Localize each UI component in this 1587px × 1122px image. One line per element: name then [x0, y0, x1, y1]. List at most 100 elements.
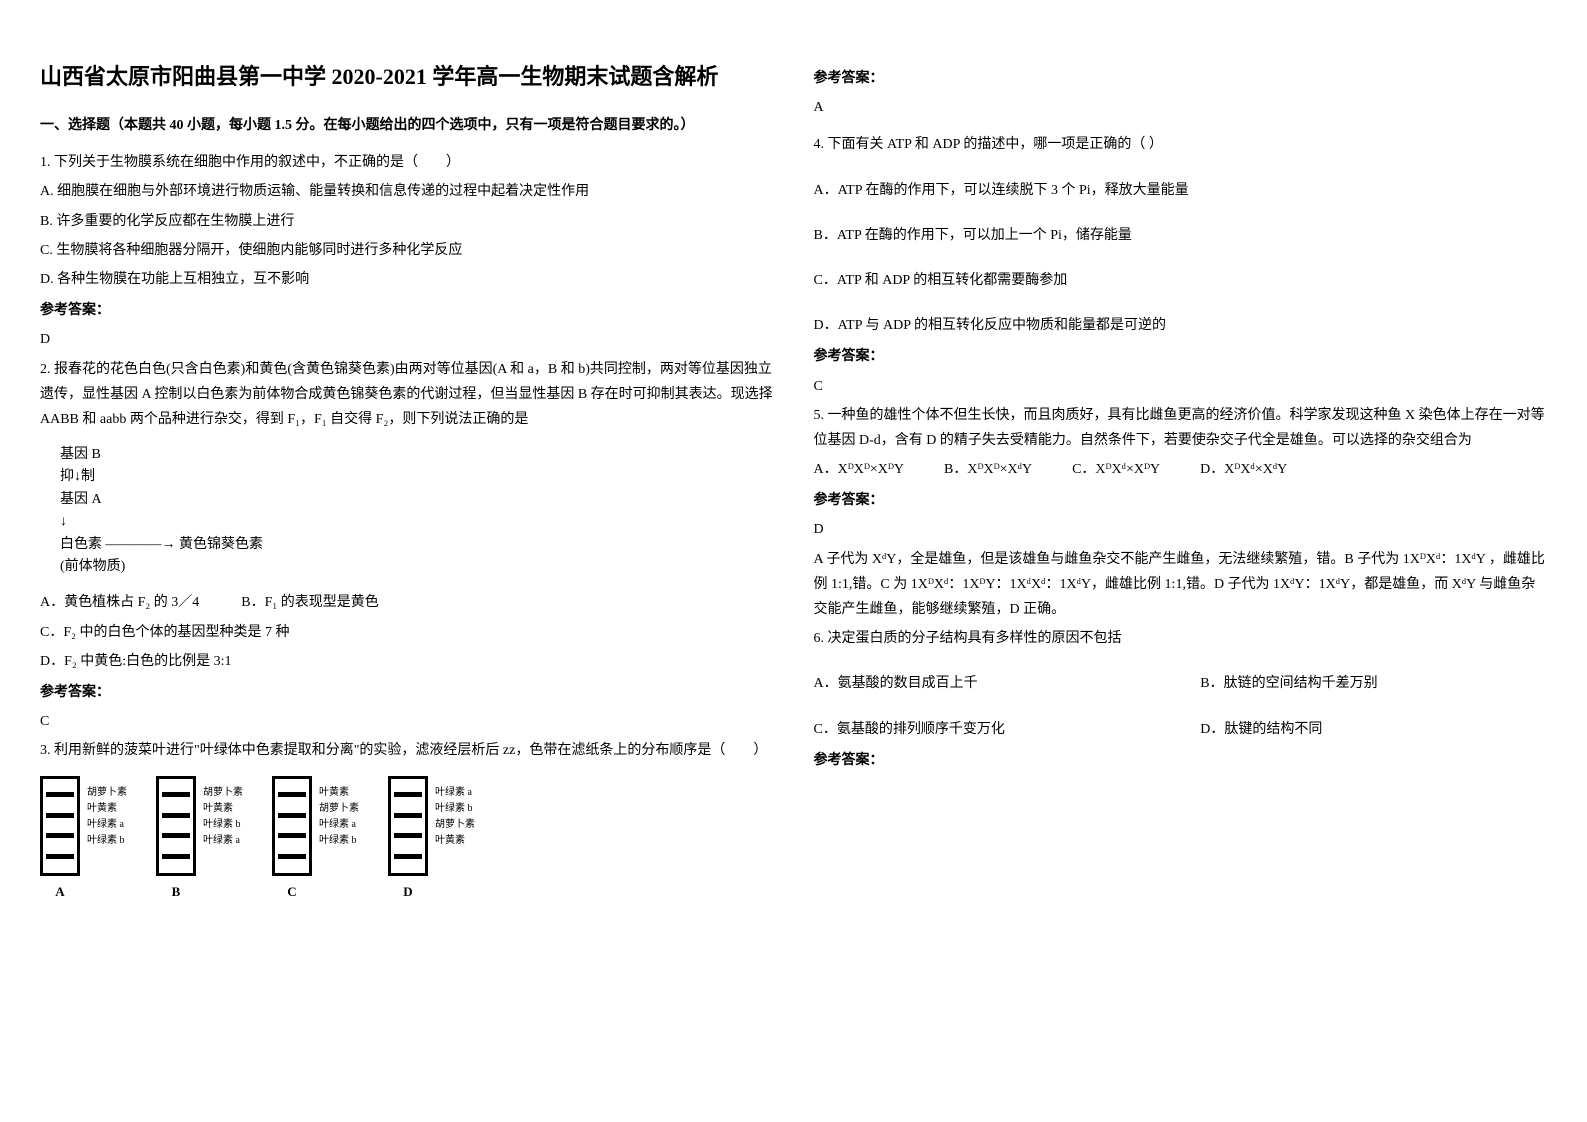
- chroma-labels-a: 胡萝卜素 叶黄素 叶绿素 a 叶绿素 b: [87, 785, 127, 849]
- diagram-line-5: 白色素 ————→ 黄色锦葵色素: [60, 534, 774, 556]
- q5-explanation: A 子代为 XᵈY，全是雄鱼，但是该雄鱼与雌鱼杂交不能产生雌鱼，无法继续繁殖，错…: [814, 547, 1548, 623]
- q4-answer-label: 参考答案：: [814, 344, 1548, 369]
- chroma-band: [46, 792, 74, 797]
- chroma-band: [278, 792, 306, 797]
- q1-option-d: D. 各种生物膜在功能上互相独立，互不影响: [40, 267, 774, 292]
- q1-answer: D: [40, 327, 774, 352]
- chroma-letter-d: D: [403, 880, 412, 903]
- q2-answer-label: 参考答案：: [40, 680, 774, 705]
- q6-answer-label: 参考答案：: [814, 748, 1548, 773]
- label: 叶绿素 a: [203, 833, 243, 849]
- page-container: 山西省太原市阳曲县第一中学 2020-2021 学年高一生物期末试题含解析 一、…: [40, 60, 1547, 915]
- q3-answer: A: [814, 95, 1548, 120]
- label: 胡萝卜素: [319, 801, 359, 817]
- label: 叶绿素 a: [319, 817, 359, 833]
- q5-option-c: C．XᴰXᵈ×XᴰY: [1072, 457, 1160, 482]
- q5-option-a: A．XᴰXᴰ×XᴰY: [814, 457, 905, 482]
- chroma-strip-a: 胡萝卜素 叶黄素 叶绿素 a 叶绿素 b: [40, 776, 80, 876]
- q2-answer: C: [40, 709, 774, 734]
- q5-stem: 5. 一种鱼的雄性个体不但生长快，而且肉质好，具有比雌鱼更高的经济价值。科学家发…: [814, 403, 1548, 453]
- chroma-labels-c: 叶黄素 胡萝卜素 叶绿素 a 叶绿素 b: [319, 785, 359, 849]
- label: 胡萝卜素: [87, 785, 127, 801]
- q1-option-b: B. 许多重要的化学反应都在生物膜上进行: [40, 209, 774, 234]
- diagram-right: 黄色锦葵色素: [179, 537, 263, 552]
- label: 叶黄素: [319, 785, 359, 801]
- label: 叶绿素 b: [319, 833, 359, 849]
- diagram-line-6: (前体物质): [60, 556, 774, 578]
- chroma-item-a: 胡萝卜素 叶黄素 叶绿素 a 叶绿素 b A: [40, 776, 80, 903]
- section-heading: 一、选择题（本题共 40 小题，每小题 1.5 分。在每小题给出的四个选项中，只…: [40, 113, 774, 138]
- chroma-labels-b: 胡萝卜素 叶黄素 叶绿素 b 叶绿素 a: [203, 785, 243, 849]
- label: 胡萝卜素: [203, 785, 243, 801]
- chroma-letter-c: C: [287, 880, 296, 903]
- diagram-line-1: 基因 B: [60, 444, 774, 466]
- chroma-band: [162, 813, 190, 818]
- q4-option-d: D．ATP 与 ADP 的相互转化反应中物质和能量都是可逆的: [814, 313, 1548, 338]
- q2-option-c: C．F₂ 中的白色个体的基因型种类是 7 种: [40, 620, 774, 645]
- q2-diagram: 基因 B 抑↓制 基因 A ↓ 白色素 ————→ 黄色锦葵色素 (前体物质): [60, 444, 774, 578]
- q6-option-c: C．氨基酸的排列顺序千变万化: [814, 717, 1161, 742]
- chroma-band: [278, 854, 306, 859]
- q4-answer: C: [814, 374, 1548, 399]
- label: 叶黄素: [435, 833, 475, 849]
- chroma-letter-b: B: [172, 880, 181, 903]
- label: 叶绿素 b: [203, 817, 243, 833]
- q5-answer-label: 参考答案：: [814, 488, 1548, 513]
- chroma-band: [162, 854, 190, 859]
- chroma-band: [394, 792, 422, 797]
- label: 叶黄素: [87, 801, 127, 817]
- chroma-band: [278, 813, 306, 818]
- label: 叶绿素 a: [435, 785, 475, 801]
- q2-option-d: D．F₂ 中黄色:白色的比例是 3:1: [40, 649, 774, 674]
- question-6: 6. 决定蛋白质的分子结构具有多样性的原因不包括 A．氨基酸的数目成百上千 B．…: [814, 626, 1548, 773]
- q5-option-d: D．XᴰXᵈ×XᵈY: [1200, 457, 1287, 482]
- q4-stem: 4. 下面有关 ATP 和 ADP 的描述中，哪一项是正确的（ ）: [814, 132, 1548, 157]
- exam-title: 山西省太原市阳曲县第一中学 2020-2021 学年高一生物期末试题含解析: [40, 60, 774, 93]
- chroma-labels-d: 叶绿素 a 叶绿素 b 胡萝卜素 叶黄素: [435, 785, 475, 849]
- question-4: 4. 下面有关 ATP 和 ADP 的描述中，哪一项是正确的（ ） A．ATP …: [814, 132, 1548, 398]
- diagram-left: 白色素: [60, 537, 102, 552]
- q6-stem: 6. 决定蛋白质的分子结构具有多样性的原因不包括: [814, 626, 1548, 651]
- chroma-item-b: 胡萝卜素 叶黄素 叶绿素 b 叶绿素 a B: [156, 776, 196, 903]
- label: 叶绿素 b: [435, 801, 475, 817]
- question-3: 3. 利用新鲜的菠菜叶进行"叶绿体中色素提取和分离"的实验，滤液经层析后 zz，…: [40, 738, 774, 903]
- q3-chromatography-diagram: 胡萝卜素 叶黄素 叶绿素 a 叶绿素 b A: [40, 776, 774, 903]
- chroma-band: [278, 833, 306, 838]
- right-column: 参考答案： A 4. 下面有关 ATP 和 ADP 的描述中，哪一项是正确的（ …: [814, 60, 1548, 915]
- q3-stem: 3. 利用新鲜的菠菜叶进行"叶绿体中色素提取和分离"的实验，滤液经层析后 zz，…: [40, 738, 774, 763]
- q4-option-a: A．ATP 在酶的作用下，可以连续脱下 3 个 Pi，释放大量能量: [814, 178, 1548, 203]
- q4-option-b: B．ATP 在酶的作用下，可以加上一个 Pi，储存能量: [814, 223, 1548, 248]
- chroma-letter-a: A: [55, 880, 64, 903]
- diagram-line-2: 抑↓制: [60, 466, 774, 488]
- q2-stem: 2. 报春花的花色白色(只含白色素)和黄色(含黄色锦葵色素)由两对等位基因(A …: [40, 357, 774, 433]
- chroma-band: [162, 833, 190, 838]
- left-column: 山西省太原市阳曲县第一中学 2020-2021 学年高一生物期末试题含解析 一、…: [40, 60, 774, 915]
- question-1: 1. 下列关于生物膜系统在细胞中作用的叙述中，不正确的是（ ） A. 细胞膜在细…: [40, 150, 774, 352]
- q5-options-row: A．XᴰXᴰ×XᴰY B．XᴰXᴰ×XᵈY C．XᴰXᵈ×XᴰY D．XᴰXᵈ×…: [814, 457, 1548, 482]
- q1-option-c: C. 生物膜将各种细胞器分隔开，使细胞内能够同时进行多种化学反应: [40, 238, 774, 263]
- q6-option-d: D．肽键的结构不同: [1200, 717, 1547, 742]
- chroma-strip-c: 叶黄素 胡萝卜素 叶绿素 a 叶绿素 b: [272, 776, 312, 876]
- q3-answer-label: 参考答案：: [814, 66, 1548, 91]
- label: 胡萝卜素: [435, 817, 475, 833]
- question-5: 5. 一种鱼的雄性个体不但生长快，而且肉质好，具有比雌鱼更高的经济价值。科学家发…: [814, 403, 1548, 623]
- diagram-line-3: 基因 A: [60, 489, 774, 511]
- chroma-item-c: 叶黄素 胡萝卜素 叶绿素 a 叶绿素 b C: [272, 776, 312, 903]
- q5-option-b: B．XᴰXᴰ×XᵈY: [944, 457, 1032, 482]
- chroma-band: [46, 813, 74, 818]
- diagram-arrow: ————→: [106, 537, 176, 552]
- chroma-item-d: 叶绿素 a 叶绿素 b 胡萝卜素 叶黄素 D: [388, 776, 428, 903]
- q2-option-ab: A．黄色植株占 F₂ 的 3／4 B．F₁ 的表现型是黄色: [40, 590, 774, 615]
- q5-answer: D: [814, 517, 1548, 542]
- label: 叶黄素: [203, 801, 243, 817]
- chroma-band: [394, 813, 422, 818]
- q6-options-row-2: C．氨基酸的排列顺序千变万化 D．肽键的结构不同: [814, 717, 1548, 742]
- label: 叶绿素 b: [87, 833, 127, 849]
- question-2: 2. 报春花的花色白色(只含白色素)和黄色(含黄色锦葵色素)由两对等位基因(A …: [40, 357, 774, 735]
- chroma-strip-b: 胡萝卜素 叶黄素 叶绿素 b 叶绿素 a: [156, 776, 196, 876]
- chroma-band: [46, 854, 74, 859]
- chroma-band: [394, 854, 422, 859]
- q6-option-a: A．氨基酸的数目成百上千: [814, 671, 1161, 696]
- chroma-band: [394, 833, 422, 838]
- q1-stem: 1. 下列关于生物膜系统在细胞中作用的叙述中，不正确的是（ ）: [40, 150, 774, 175]
